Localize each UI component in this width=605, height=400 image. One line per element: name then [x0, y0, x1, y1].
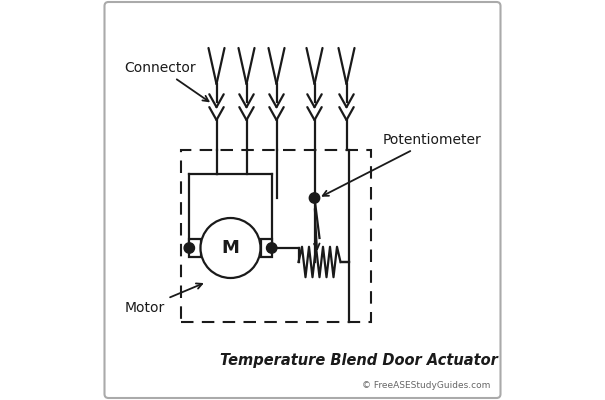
Bar	[180, 150, 370, 322]
Text: Temperature Blend Door Actuator: Temperature Blend Door Actuator	[220, 352, 497, 368]
Circle shape	[184, 243, 194, 253]
Text: © FreeASEStudyGuides.com: © FreeASEStudyGuides.com	[362, 382, 491, 390]
Text: Potentiometer: Potentiometer	[323, 133, 481, 196]
Text: Connector: Connector	[125, 61, 209, 101]
Circle shape	[200, 218, 261, 278]
Circle shape	[266, 243, 277, 253]
Bar	[261, 239, 272, 257]
Text: Motor: Motor	[125, 284, 202, 315]
Bar	[189, 239, 200, 257]
FancyBboxPatch shape	[105, 2, 500, 398]
Circle shape	[309, 193, 319, 203]
Text: M: M	[221, 239, 240, 257]
